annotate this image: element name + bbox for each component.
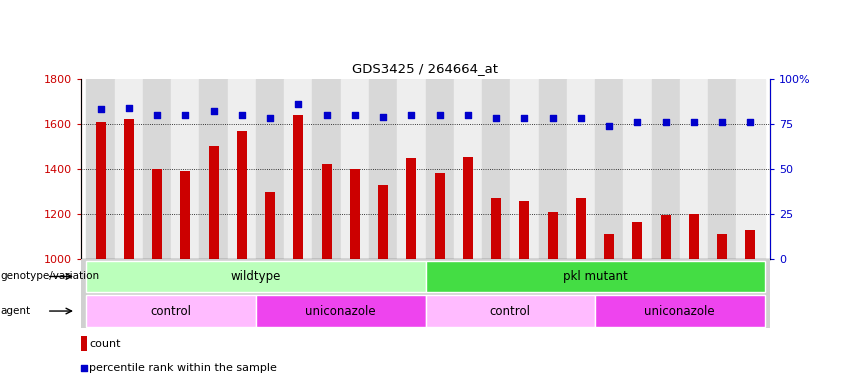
Bar	[256, 79, 284, 259]
Point	[94, 106, 107, 113]
Point	[376, 114, 390, 120]
Bar	[378, 185, 388, 259]
Point	[461, 112, 475, 118]
Bar	[340, 79, 369, 259]
Text: genotype/variation: genotype/variation	[1, 271, 100, 281]
Bar	[115, 79, 143, 259]
Bar	[199, 79, 228, 259]
Bar	[87, 79, 115, 259]
Point	[179, 112, 192, 118]
Point	[292, 101, 306, 107]
Bar	[548, 212, 557, 259]
Text: wildtype: wildtype	[231, 270, 281, 283]
Text: pkl mutant: pkl mutant	[563, 270, 627, 283]
Text: uniconazole: uniconazole	[306, 305, 376, 318]
Bar	[595, 296, 764, 326]
Bar	[426, 296, 595, 326]
Title: GDS3425 / 264664_at: GDS3425 / 264664_at	[352, 62, 499, 75]
Point	[235, 112, 248, 118]
Point	[545, 115, 559, 121]
Point	[151, 112, 164, 118]
Bar	[397, 79, 426, 259]
Bar	[426, 261, 764, 292]
Text: control: control	[151, 305, 191, 318]
Bar	[632, 222, 643, 259]
Point	[659, 119, 672, 125]
Bar	[322, 164, 332, 259]
Bar	[736, 79, 764, 259]
Bar	[228, 79, 256, 259]
Text: percentile rank within the sample: percentile rank within the sample	[89, 362, 277, 373]
Point	[320, 112, 334, 118]
Bar	[595, 79, 623, 259]
Bar	[171, 79, 199, 259]
Point	[122, 104, 135, 111]
Bar	[435, 174, 444, 259]
Text: control: control	[490, 305, 531, 318]
Bar	[81, 336, 87, 351]
Bar	[208, 146, 219, 259]
Bar	[576, 198, 585, 259]
Bar	[284, 79, 312, 259]
Bar	[350, 169, 360, 259]
Bar	[491, 198, 501, 259]
Point	[517, 115, 531, 121]
Bar	[143, 79, 171, 259]
Bar	[652, 79, 680, 259]
Text: agent: agent	[1, 306, 31, 316]
Point	[631, 119, 644, 125]
Bar	[745, 230, 756, 259]
Text: count: count	[89, 339, 121, 349]
Bar	[680, 79, 708, 259]
Bar	[454, 79, 482, 259]
Point	[404, 112, 418, 118]
Bar	[87, 261, 426, 292]
Bar	[604, 234, 614, 259]
Bar	[266, 192, 275, 259]
Text: uniconazole: uniconazole	[644, 305, 715, 318]
Point	[687, 119, 700, 125]
Bar	[95, 122, 106, 259]
Point	[716, 119, 729, 125]
Point	[207, 108, 220, 114]
Bar	[717, 234, 727, 259]
Bar	[369, 79, 397, 259]
Bar	[180, 171, 191, 259]
Bar	[689, 214, 699, 259]
Bar	[623, 79, 652, 259]
Point	[348, 112, 362, 118]
Bar	[87, 296, 256, 326]
Bar	[237, 131, 247, 259]
Bar	[708, 79, 736, 259]
Bar	[407, 158, 416, 259]
Point	[489, 115, 503, 121]
Point	[77, 365, 91, 371]
Bar	[567, 79, 595, 259]
Point	[603, 122, 616, 129]
Bar	[539, 79, 567, 259]
Bar	[463, 157, 473, 259]
Bar	[312, 79, 340, 259]
Point	[263, 115, 277, 121]
Bar	[256, 296, 426, 326]
Bar	[124, 119, 134, 259]
Point	[433, 112, 447, 118]
Bar	[482, 79, 511, 259]
Bar	[81, 259, 770, 294]
Point	[744, 119, 757, 125]
Bar	[294, 115, 303, 259]
Bar	[426, 79, 454, 259]
Bar	[152, 169, 162, 259]
Bar	[519, 200, 529, 259]
Bar	[660, 215, 671, 259]
Bar	[81, 294, 770, 328]
Point	[574, 115, 588, 121]
Bar	[511, 79, 539, 259]
